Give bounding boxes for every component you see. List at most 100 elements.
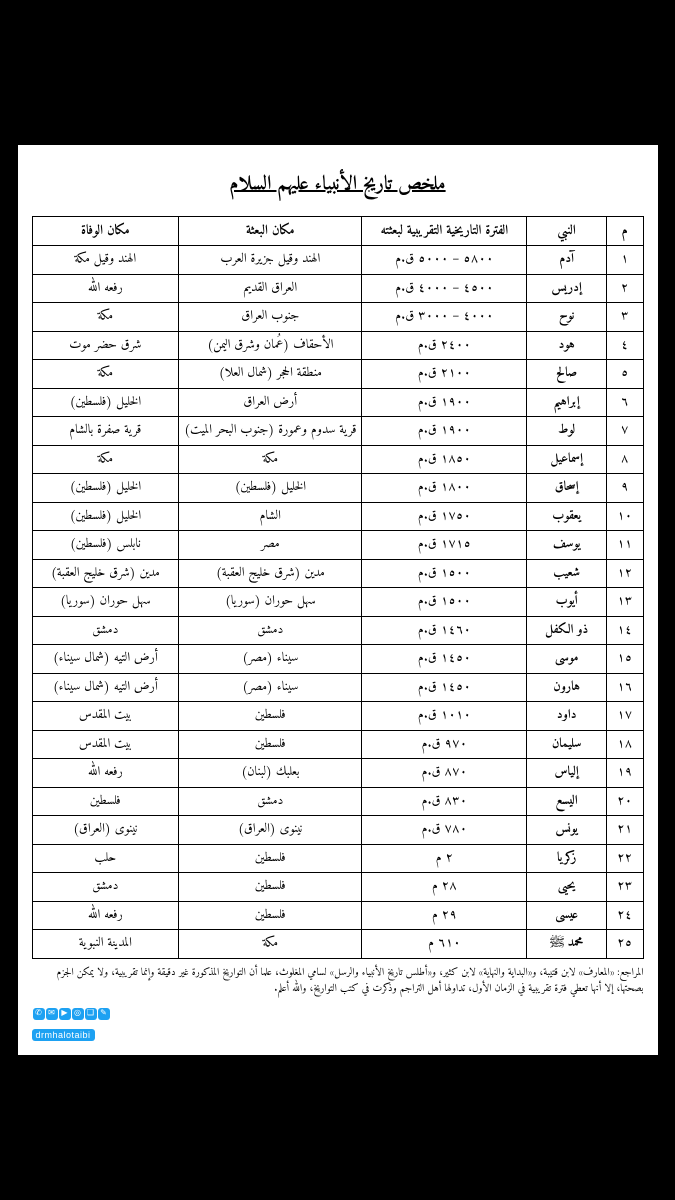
social-icon: ✎ — [98, 1008, 110, 1020]
cell-prophet: نوح — [527, 303, 606, 332]
table-row: ١٧داود١٠١٠ ق.مفلسطينبيت المقدس — [32, 702, 643, 731]
cell-prophet: إسماعيل — [527, 445, 606, 474]
header-prophet: النبي — [527, 216, 606, 245]
table-row: ٢٤عيسى٢٩ مفلسطينرفعه الله — [32, 901, 643, 930]
cell-prophet: يوسف — [527, 531, 606, 560]
cell-death-place: أرض التيه (شمال سيناء) — [32, 645, 179, 674]
table-row: ١٨سليمان٩٧٠ ق.مفلسطينبيت المقدس — [32, 730, 643, 759]
table-row: ١٥موسى١٤٥٠ ق.مسيناء (مصر)أرض التيه (شمال… — [32, 645, 643, 674]
cell-death-place: مكة — [32, 445, 179, 474]
table-row: ٥صالح٢١٠٠ ق.ممنطقة الحجر (شمال العلا)مكة — [32, 360, 643, 389]
cell-death-place: الخليل (فلسطين) — [32, 388, 179, 417]
cell-num: ٣ — [606, 303, 643, 332]
cell-mission-place: منطقة الحجر (شمال العلا) — [179, 360, 362, 389]
social-icon: ▶ — [59, 1008, 71, 1020]
cell-num: ١ — [606, 246, 643, 275]
cell-death-place: دمشق — [32, 616, 179, 645]
cell-num: ١٦ — [606, 673, 643, 702]
cell-prophet: داود — [527, 702, 606, 731]
cell-mission-place: جنوب العراق — [179, 303, 362, 332]
social-icon: ✉ — [46, 1008, 58, 1020]
cell-mission-place: قرية سدوم وعمورة (جنوب البحر الميت) — [179, 417, 362, 446]
cell-mission-place: سهل حوران (سوريا) — [179, 588, 362, 617]
cell-mission-place: فلسطين — [179, 901, 362, 930]
cell-prophet: اليسع — [527, 787, 606, 816]
cell-num: ١٢ — [606, 559, 643, 588]
cell-death-place: المدينة النبوية — [32, 930, 179, 959]
cell-period: ١٤٥٠ ق.م — [362, 645, 527, 674]
table-row: ٦إبراهيم١٩٠٠ ق.مأرض العراقالخليل (فلسطين… — [32, 388, 643, 417]
cell-period: ١٥٠٠ ق.م — [362, 559, 527, 588]
cell-period: ١٩٠٠ ق.م — [362, 417, 527, 446]
cell-num: ٧ — [606, 417, 643, 446]
cell-prophet: زكريا — [527, 844, 606, 873]
cell-mission-place: سيناء (مصر) — [179, 645, 362, 674]
table-row: ٨إسماعيل١٨٥٠ ق.ممكةمكة — [32, 445, 643, 474]
cell-prophet: أيوب — [527, 588, 606, 617]
cell-mission-place: فلسطين — [179, 702, 362, 731]
cell-prophet: هارون — [527, 673, 606, 702]
cell-death-place: شرق حضر موت — [32, 331, 179, 360]
cell-period: ٨٣٠ ق.م — [362, 787, 527, 816]
cell-num: ١٧ — [606, 702, 643, 731]
cell-period: ٢٤٠٠ ق.م — [362, 331, 527, 360]
cell-num: ٦ — [606, 388, 643, 417]
cell-period: ١٨٥٠ ق.م — [362, 445, 527, 474]
cell-prophet: آدم — [527, 246, 606, 275]
cell-prophet: يحيى — [527, 873, 606, 902]
cell-mission-place: فلسطين — [179, 730, 362, 759]
cell-num: ٢١ — [606, 816, 643, 845]
table-row: ١٠يعقوب١٧٥٠ ق.مالشامالخليل (فلسطين) — [32, 502, 643, 531]
cell-death-place: بيت المقدس — [32, 730, 179, 759]
table-row: ٣نوح٤٠٠٠ – ٣٠٠٠ ق.مجنوب العراقمكة — [32, 303, 643, 332]
cell-period: ٨٧٠ ق.م — [362, 759, 527, 788]
cell-mission-place: أرض العراق — [179, 388, 362, 417]
table-row: ٤هود٢٤٠٠ ق.مالأحقاف (عُمان وشرق اليمن)شر… — [32, 331, 643, 360]
cell-prophet: ذو الكفل — [527, 616, 606, 645]
cell-num: ١١ — [606, 531, 643, 560]
cell-num: ١٥ — [606, 645, 643, 674]
social-icon: ❑ — [85, 1008, 97, 1020]
cell-num: ٢ — [606, 274, 643, 303]
cell-num: ١٠ — [606, 502, 643, 531]
table-row: ١١يوسف١٧١٥ ق.ممصرنابلس (فلسطين) — [32, 531, 643, 560]
table-row: ١٢شعيب١٥٠٠ ق.ممدين (شرق خليج العقبة)مدين… — [32, 559, 643, 588]
header-num: م — [606, 216, 643, 245]
cell-death-place: أرض التيه (شمال سيناء) — [32, 673, 179, 702]
cell-num: ١٣ — [606, 588, 643, 617]
cell-death-place: بيت المقدس — [32, 702, 179, 731]
cell-death-place: دمشق — [32, 873, 179, 902]
document-page: ملخص تاريخ الأنبياء عليهم السلام م النبي… — [18, 145, 658, 1055]
cell-death-place: حلب — [32, 844, 179, 873]
table-row: ٢٢زكريا٢ مفلسطينحلب — [32, 844, 643, 873]
cell-period: ٤٥٠٠ – ٤٠٠٠ ق.م — [362, 274, 527, 303]
cell-death-place: الخليل (فلسطين) — [32, 502, 179, 531]
cell-mission-place: فلسطين — [179, 873, 362, 902]
cell-mission-place: مكة — [179, 445, 362, 474]
cell-mission-place: مدين (شرق خليج العقبة) — [179, 559, 362, 588]
cell-prophet: صالح — [527, 360, 606, 389]
table-header-row: م النبي الفترة التاريخية التقريبية لبعثت… — [32, 216, 643, 245]
cell-death-place: مكة — [32, 303, 179, 332]
cell-period: ٢٩ م — [362, 901, 527, 930]
table-row: ٢إدريس٤٥٠٠ – ٤٠٠٠ ق.مالعراق القديمرفعه ا… — [32, 274, 643, 303]
cell-mission-place: نينوى (العراق) — [179, 816, 362, 845]
cell-death-place: سهل حوران (سوريا) — [32, 588, 179, 617]
cell-period: ٢ م — [362, 844, 527, 873]
author-handle: drmhalotaibi — [32, 1029, 95, 1041]
cell-mission-place: الشام — [179, 502, 362, 531]
cell-num: ٤ — [606, 331, 643, 360]
social-icon: ✆ — [33, 1008, 45, 1020]
cell-prophet: عيسى — [527, 901, 606, 930]
table-row: ١آدم٥٨٠٠ – ٥٠٠٠ ق.مالهند وقيل جزيرة العر… — [32, 246, 643, 275]
table-row: ٢١يونس٧٨٠ ق.منينوى (العراق)نينوى (العراق… — [32, 816, 643, 845]
cell-period: ٦١٠ م — [362, 930, 527, 959]
cell-period: ٤٠٠٠ – ٣٠٠٠ ق.م — [362, 303, 527, 332]
cell-death-place: الهند وقيل مكة — [32, 246, 179, 275]
cell-mission-place: دمشق — [179, 616, 362, 645]
cell-period: ١٨٠٠ ق.م — [362, 474, 527, 503]
table-row: ٩إسحاق١٨٠٠ ق.مالخليل (فلسطين)الخليل (فلس… — [32, 474, 643, 503]
cell-period: ١٥٠٠ ق.م — [362, 588, 527, 617]
cell-mission-place: الخليل (فلسطين) — [179, 474, 362, 503]
cell-num: ٩ — [606, 474, 643, 503]
